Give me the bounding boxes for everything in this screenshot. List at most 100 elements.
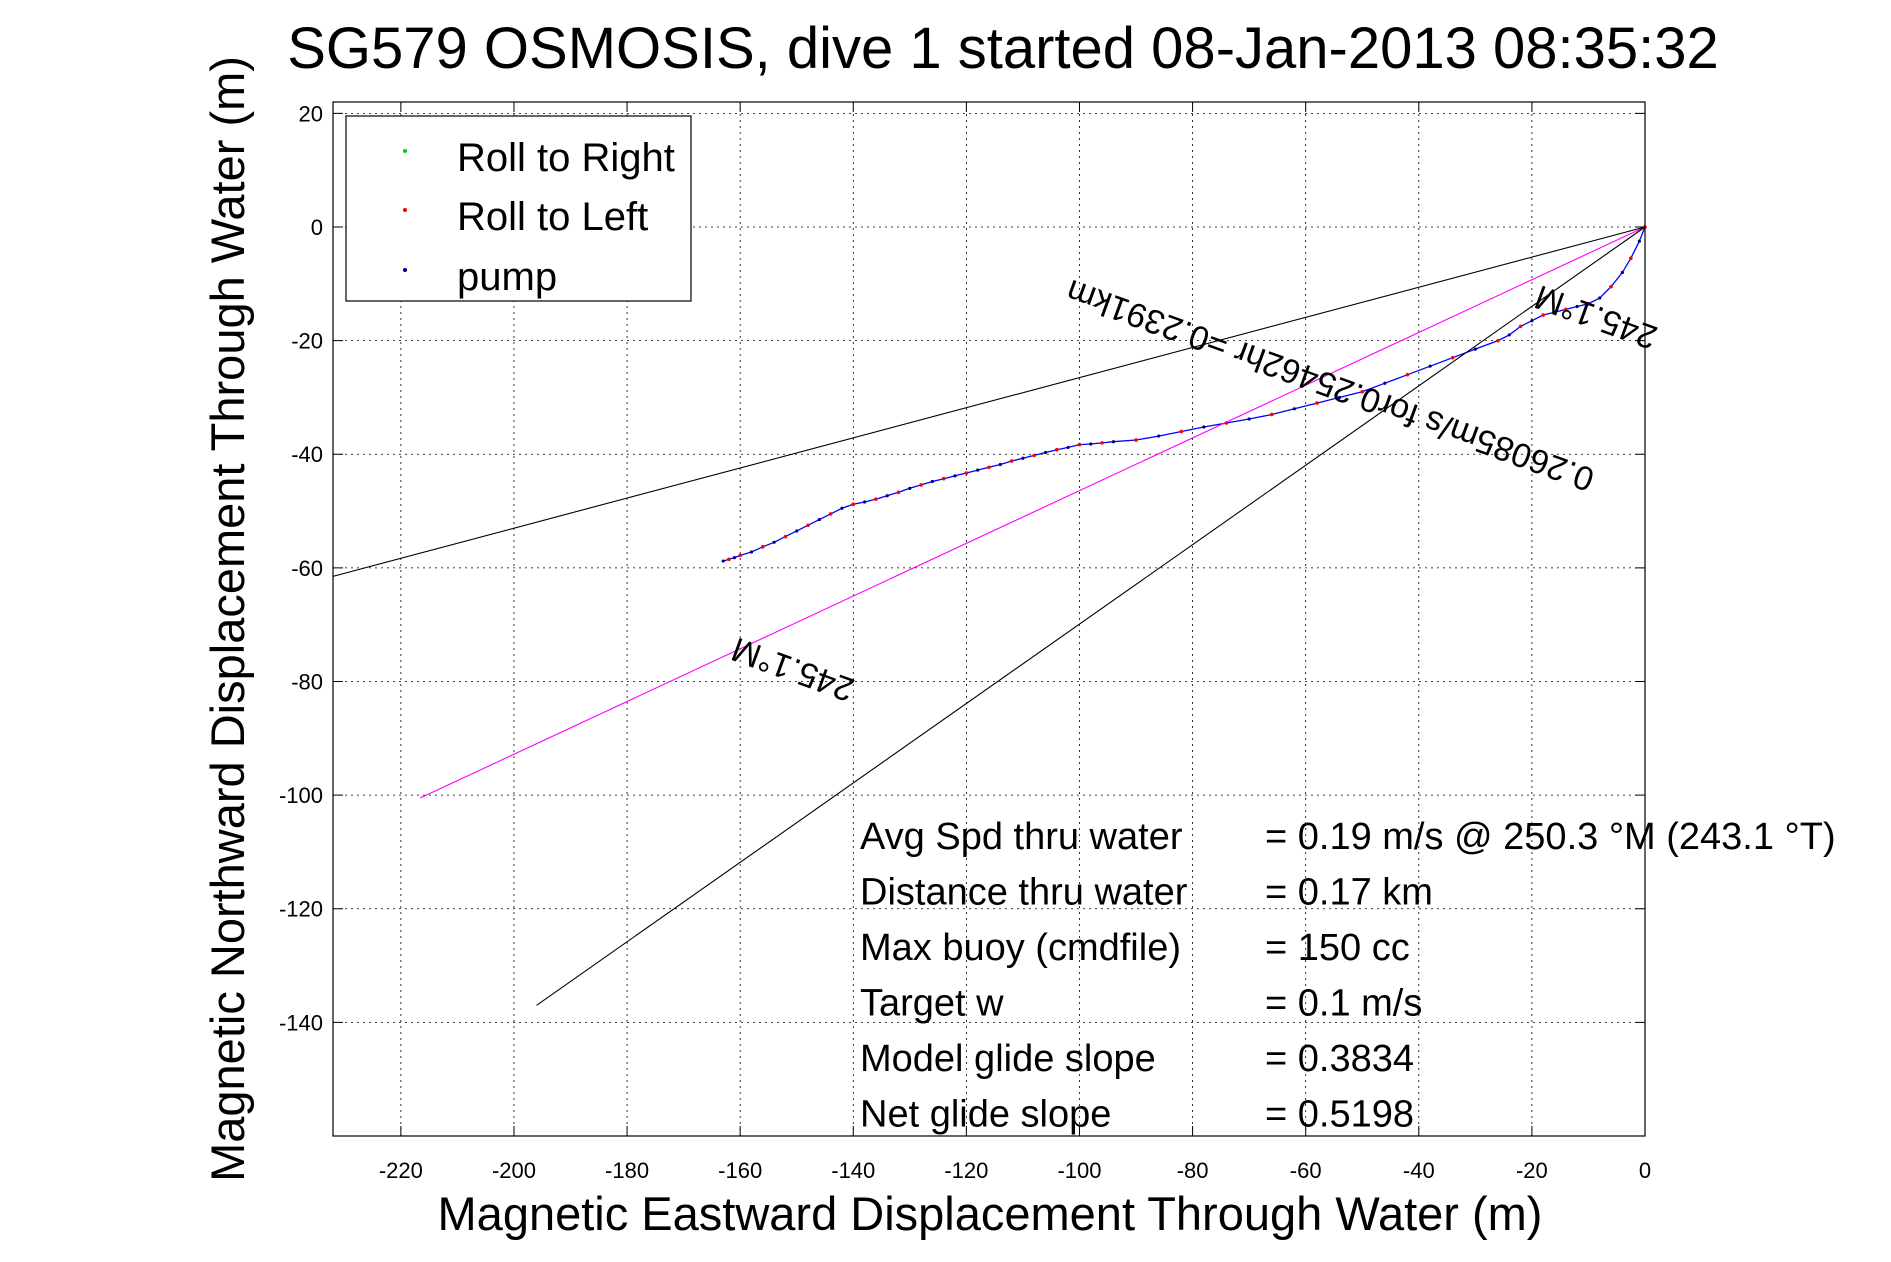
pump-marker — [1428, 364, 1432, 368]
pump-marker — [1111, 440, 1116, 444]
chart-title: SG579 OSMOSIS, dive 1 started 08-Jan-201… — [287, 16, 1719, 81]
y-axis-label: Magnetic Northward Displacement Through … — [201, 56, 254, 1182]
roll-left-marker — [1224, 421, 1229, 425]
y-tick-label: -40 — [291, 442, 323, 467]
roll-left-marker — [1055, 447, 1059, 452]
stats-block: Avg Spd thru water = 0.19 m/s @ 250.3 °M … — [860, 816, 1836, 1136]
y-tick-label: -20 — [291, 329, 323, 354]
x-tick-label: -20 — [1516, 1158, 1548, 1183]
pump-marker — [721, 559, 725, 563]
y-tick-label: 0 — [311, 215, 323, 240]
pump-marker — [732, 556, 737, 560]
pump-marker — [908, 486, 912, 490]
pump-marker — [953, 474, 957, 478]
series-line-0 — [723, 226, 1646, 562]
x-tick-label: -40 — [1403, 1158, 1435, 1183]
x-tick-label: -220 — [379, 1158, 423, 1183]
pump-marker — [795, 529, 799, 533]
roll-left-marker — [874, 497, 878, 501]
y-tick-label: -120 — [279, 897, 323, 922]
y-tick-label: -140 — [279, 1010, 323, 1035]
pump-marker — [1552, 310, 1557, 314]
roll-left-marker — [783, 534, 788, 539]
roll-left-marker — [1496, 338, 1500, 343]
roll-left-marker — [964, 471, 969, 475]
pump-marker — [1507, 333, 1511, 337]
pump-marker — [1292, 407, 1296, 411]
roll-left-marker — [806, 523, 810, 528]
series-line-1 — [419, 226, 1646, 799]
pump-marker — [1530, 319, 1534, 323]
y-tick-label: -100 — [279, 783, 323, 808]
roll-left-marker — [1179, 429, 1184, 434]
roll-left-marker — [987, 465, 991, 470]
pump-marker — [1473, 347, 1477, 351]
pump-marker — [1575, 304, 1579, 309]
stat-label: Model glide slope — [860, 1038, 1156, 1080]
pump-marker — [862, 500, 867, 504]
roll-left-marker — [828, 512, 833, 516]
x-tick-label: -180 — [605, 1158, 649, 1183]
pump-marker — [1620, 270, 1624, 275]
roll-left-marker — [1032, 453, 1037, 458]
x-tick-label: -160 — [718, 1158, 762, 1183]
roll-left-marker — [1315, 401, 1319, 405]
legend: Roll to Right Roll to Left pump — [345, 115, 692, 302]
x-tick-label: -200 — [492, 1158, 536, 1183]
pump-marker — [1066, 445, 1070, 450]
roll-left-marker — [941, 476, 946, 481]
pump-marker — [998, 462, 1002, 467]
stat-value: = 0.17 km — [1265, 872, 1433, 914]
stat-value: = 0.19 m/s @ 250.3 °M (243.1 °T) — [1265, 816, 1836, 858]
pump-marker — [1202, 425, 1206, 429]
y-tick-label: -80 — [291, 669, 323, 694]
pump-marker — [749, 550, 754, 554]
x-axis-label: Magnetic Eastward Displacement Through W… — [438, 1187, 1543, 1240]
pump-marker — [1089, 442, 1093, 446]
pump-marker — [817, 517, 821, 522]
legend-label-roll-left: Roll to Left — [457, 195, 648, 239]
legend-marker-roll-left — [403, 208, 407, 212]
roll-left-marker — [1609, 284, 1613, 289]
roll-left-marker — [1518, 324, 1523, 329]
roll-left-marker — [1269, 412, 1274, 417]
pump-marker — [1043, 450, 1048, 455]
series-line-2 — [332, 226, 1646, 577]
pump-marker — [885, 494, 889, 498]
pump-marker — [1598, 296, 1602, 300]
roll-left-marker — [1077, 442, 1082, 447]
roll-left-marker — [1586, 301, 1591, 306]
roll-left-marker — [1134, 438, 1138, 442]
marker-layer — [721, 225, 1647, 563]
stat-label: Avg Spd thru water — [860, 816, 1183, 858]
stat-label: Distance thru water — [860, 872, 1188, 914]
roll-left-marker — [1405, 372, 1410, 377]
stat-value: = 0.5198 — [1265, 1094, 1414, 1136]
roll-left-marker — [1564, 307, 1568, 312]
axes-frame — [332, 101, 1646, 1137]
roll-left-marker — [1541, 313, 1546, 317]
y-tick-label: 20 — [299, 101, 323, 126]
y-tick-label: -60 — [291, 556, 323, 581]
roll-left-marker — [1360, 389, 1365, 394]
pump-marker — [976, 468, 980, 472]
x-tick-label: -80 — [1177, 1158, 1209, 1183]
pump-marker — [1338, 395, 1342, 400]
stat-label: Net glide slope — [860, 1094, 1111, 1136]
x-tick-label: 0 — [1639, 1158, 1651, 1183]
ticks: -220 -200 -180 -160 -140 -120 -100 -80 -60 -40 -20… — [279, 101, 1651, 1183]
series-line-3 — [536, 226, 1646, 1006]
stat-label: Max buoy (cmdfile) — [860, 927, 1181, 969]
pump-marker — [1383, 381, 1387, 385]
roll-left-marker — [1450, 355, 1455, 360]
series-layer — [332, 226, 1646, 1006]
roll-left-marker — [727, 557, 731, 562]
roll-left-marker — [760, 545, 765, 549]
pump-marker — [1247, 417, 1251, 421]
x-tick-label: -60 — [1290, 1158, 1322, 1183]
legend-marker-roll-right — [403, 149, 407, 153]
stat-value: = 0.1 m/s — [1265, 983, 1422, 1025]
roll-left-marker — [1629, 256, 1633, 261]
roll-left-marker — [738, 553, 742, 558]
